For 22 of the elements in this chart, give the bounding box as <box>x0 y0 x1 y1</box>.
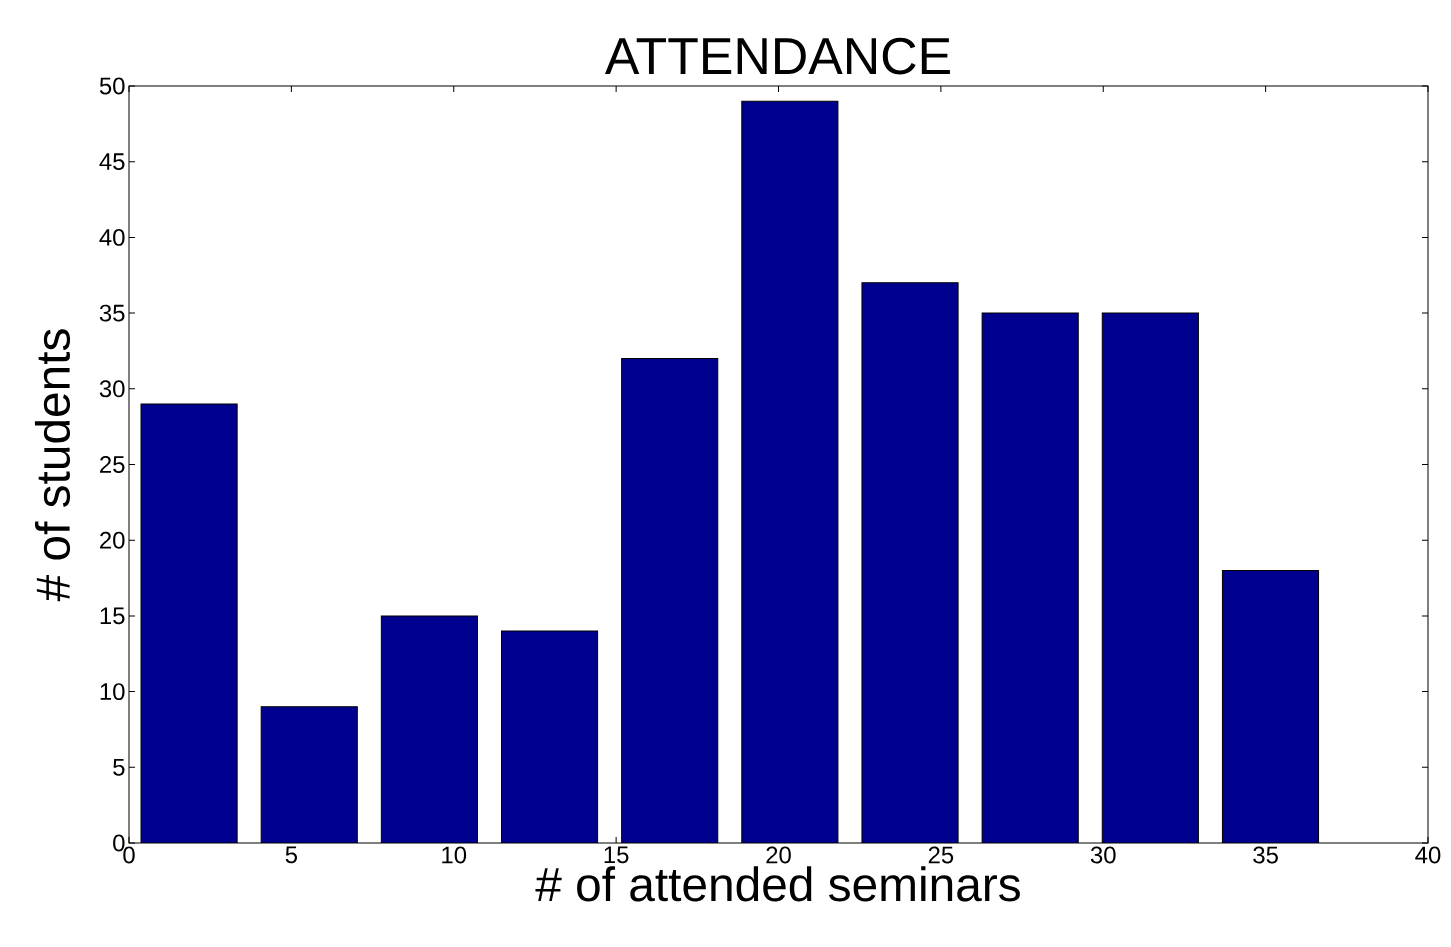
x-tick-label: 15 <box>604 846 629 864</box>
y-tick-label: 20 <box>100 531 125 549</box>
y-tick-label: 25 <box>100 456 125 473</box>
y-tick-label: 15 <box>100 607 125 625</box>
x-tick-label: 20 <box>766 846 791 864</box>
y-tick-label: 35 <box>99 304 125 322</box>
y-tick-label: 50 <box>99 77 125 95</box>
x-tick-label: 35 <box>1253 846 1278 864</box>
x-tick-label: 25 <box>928 846 954 864</box>
x-tick-label: 40 <box>1415 846 1441 864</box>
x-tick-label: 5 <box>285 846 298 864</box>
x-tick-label: 10 <box>442 846 467 864</box>
y-tick-label: 40 <box>99 228 125 246</box>
x-tick-label: 30 <box>1090 846 1116 864</box>
y-tick-label: 10 <box>100 683 125 701</box>
y-axis-title: # of students <box>34 329 71 602</box>
y-tick-label: 5 <box>113 758 125 776</box>
x-axis-title: # of attended seminars <box>535 866 1020 902</box>
y-tick-label: 0 <box>113 834 125 852</box>
y-tick-label: 30 <box>99 380 125 398</box>
y-tick-label: 45 <box>99 153 125 171</box>
chart-title: ATTENDANCE <box>604 37 950 75</box>
